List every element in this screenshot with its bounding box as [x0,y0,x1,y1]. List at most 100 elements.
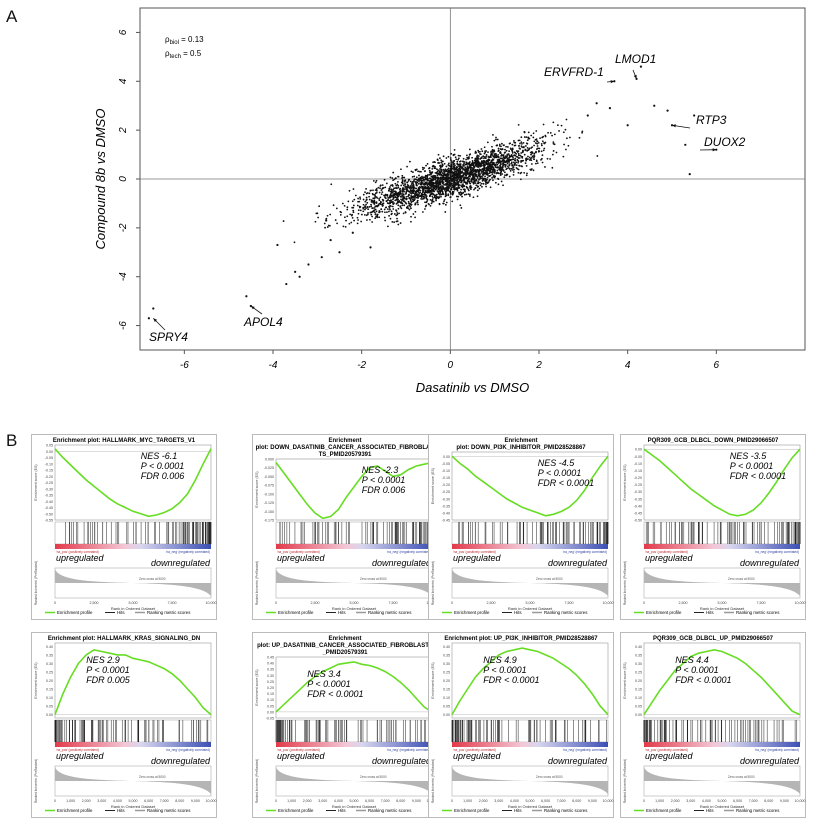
scatter-point [391,184,394,186]
scatter-point [470,171,473,173]
y-tick-label: -2 [118,223,129,232]
scatter-point [422,168,424,171]
scatter-point [560,124,563,127]
scatter-point [449,167,452,170]
scatter-point [505,156,508,159]
scatter-point [505,149,508,152]
scatter-point [489,155,492,157]
scatter-point [499,162,502,165]
scatter-point [475,160,478,163]
scatter-point [409,198,412,200]
scatter-point [424,201,426,204]
scatter-point [387,190,390,192]
scatter-point [522,149,524,152]
scatter-point [451,200,454,203]
scatter-point [394,199,397,201]
rank-x-tick-label: 0 [275,799,277,803]
scatter-point [430,183,433,186]
scatter-point [354,194,357,197]
scatter-point [534,138,537,141]
pos-correlated-label: 'na_pos' (positively correlated) [645,748,688,752]
scatter-point [542,149,545,152]
scatter-point [401,202,404,205]
scatter-point [515,155,518,158]
scatter-point [429,171,431,174]
scatter-point [447,162,450,165]
scatter-point [509,158,512,161]
scatter-point [418,180,420,182]
scatter-point [398,201,401,203]
ranking-color-band [276,544,432,549]
scatter-point [499,174,502,176]
scatter-point [552,141,555,143]
scatter-point [410,190,413,193]
scatter-point [567,144,570,147]
es-y-tick-label: 0.05 [267,704,274,708]
scatter-point [494,163,497,166]
es-y-tick-label: -0.10 [634,462,642,466]
scatter-point [531,151,534,154]
scatter-point [533,158,536,161]
scatter-point [456,162,459,165]
scatter-point-outlier [586,114,589,117]
rank-x-tick-label: 6,000 [733,799,742,803]
scatter-point [334,219,337,221]
scatter-point [543,147,546,150]
scatter-point [476,182,479,185]
panel-letter-b: B [6,431,17,450]
scatter-point [454,170,457,173]
scatter-point [475,184,478,187]
scatter-point [438,196,441,198]
scatter-point [437,178,440,180]
scatter-point [398,188,401,191]
rank-x-tick-label: 2,500 [679,601,688,605]
scatter-point [414,210,417,213]
scatter-point [540,150,543,153]
rank-x-tick-label: 7,500 [565,601,574,605]
legend-hits-label: Hits [514,610,522,615]
scatter-point [448,181,451,184]
scatter-point [389,186,391,188]
scatter-point [482,169,485,171]
scatter-point [353,219,356,222]
scatter-point [458,160,461,163]
scatter-point [444,203,447,206]
scatter-point [415,168,418,171]
scatter-point [514,154,517,157]
scatter-point [472,182,475,185]
scatter-point [537,150,540,153]
rank-x-tick-label: 5,000 [526,799,535,803]
scatter-point [378,197,381,200]
scatter-point [412,180,415,183]
legend-hits-label: Hits [117,808,125,813]
scatter-point [448,176,451,179]
scatter-point [381,203,384,206]
scatter-point [316,212,319,215]
rank-x-tick-label: 4,000 [702,799,711,803]
scatter-point [458,187,461,189]
gsea-stat-annotation: FDR 0.006 [141,471,185,481]
scatter-point [438,179,440,182]
es-y-tick-label: -0.10 [45,462,53,466]
gene-label-text: RTP3 [696,113,727,127]
enrichment-profile-line [643,448,801,517]
scatter-point [479,173,481,176]
scatter-point [435,180,438,183]
scatter-point [521,142,523,145]
scatter-point [327,224,330,227]
scatter-point [452,174,454,177]
scatter-point [386,208,389,211]
scatter-point [443,170,445,173]
scatter-point-outlier [294,270,297,273]
scatter-point [552,142,555,145]
scatter-point [452,182,454,185]
scatter-point [539,137,541,140]
scatter-point [466,154,468,157]
scatter-point [427,179,430,182]
scatter-point [485,172,488,175]
scatter-point [365,192,368,195]
scatter-point [434,171,437,174]
scatter-point [506,162,509,165]
scatter-point [523,131,526,134]
es-y-tick-label: 0.10 [635,696,642,700]
